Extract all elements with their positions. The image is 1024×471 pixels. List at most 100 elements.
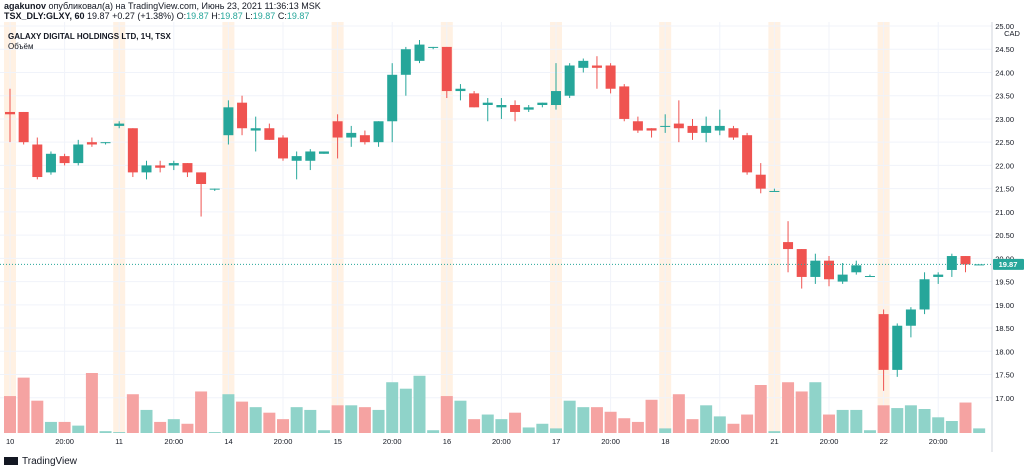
volume-bar bbox=[195, 391, 208, 433]
volume-bar bbox=[768, 431, 781, 433]
candle-body bbox=[18, 111, 29, 143]
symbol-name[interactable]: TSX_DLY:GLXY, 60 bbox=[4, 11, 85, 21]
candle-body bbox=[168, 163, 179, 166]
price-tick-label: 19.50 bbox=[995, 278, 1014, 287]
candle-body bbox=[824, 260, 834, 280]
candle-body bbox=[100, 142, 111, 144]
candle-body bbox=[141, 165, 152, 173]
volume-bar bbox=[536, 423, 549, 433]
volume-bar bbox=[427, 430, 440, 433]
symbol-line: TSX_DLY:GLXY, 60 19.87 +0.27 (+1.38%) O:… bbox=[4, 11, 309, 21]
volume-bar bbox=[850, 409, 863, 433]
candle-body bbox=[810, 260, 821, 277]
volume-bar bbox=[44, 421, 57, 433]
candle-body bbox=[359, 135, 370, 143]
price-axis[interactable] bbox=[992, 22, 1024, 452]
candle-body bbox=[114, 123, 125, 126]
volume-bar bbox=[973, 428, 986, 433]
candle-body bbox=[332, 121, 343, 138]
price-tick-label: 23.50 bbox=[995, 92, 1014, 101]
candle-body bbox=[59, 156, 70, 164]
last-price-badge: 19.87 bbox=[993, 258, 1024, 270]
open-label: O: bbox=[176, 11, 187, 21]
candle-body bbox=[742, 135, 753, 173]
candle-body bbox=[373, 121, 384, 143]
volume-bar bbox=[413, 375, 426, 433]
candle-body bbox=[482, 102, 493, 105]
publisher-line: agakunov опубликовал(а) на TradingView.c… bbox=[4, 1, 321, 11]
time-tick-label: 20:00 bbox=[274, 437, 293, 446]
volume-bar bbox=[85, 373, 98, 433]
candle-body bbox=[346, 132, 357, 138]
volume-bar bbox=[345, 405, 358, 433]
chart-title: GALAXY DIGITAL HOLDINGS LTD, 1Ч, TSX bbox=[8, 32, 171, 41]
candle-body bbox=[701, 125, 712, 133]
volume-bar bbox=[918, 409, 931, 433]
volume-bar bbox=[823, 414, 835, 433]
open-value: 19.87 bbox=[186, 11, 209, 21]
candle-body bbox=[32, 144, 43, 178]
time-tick-label: 15 bbox=[334, 437, 342, 446]
volume-bar bbox=[836, 409, 849, 433]
volume-bar bbox=[659, 428, 672, 433]
volume-bar bbox=[795, 391, 808, 433]
candle-body bbox=[428, 46, 439, 48]
price-chart[interactable]: 17.00 17.50 18.00 18.50 19.00 19.50 20.00 20.50… bbox=[0, 22, 1024, 452]
volume-bar bbox=[754, 385, 767, 433]
candle-body bbox=[510, 105, 521, 112]
price-tick-label: 18.00 bbox=[995, 347, 1014, 356]
volume-bar bbox=[631, 421, 644, 433]
time-tick-label: 14 bbox=[224, 437, 232, 446]
high-label: H: bbox=[211, 11, 221, 21]
change-text: +0.27 (+1.38%) bbox=[112, 11, 175, 21]
publisher-user[interactable]: agakunov bbox=[4, 1, 47, 11]
volume-bar bbox=[727, 423, 740, 433]
candle-body bbox=[305, 151, 316, 161]
volume-bar bbox=[236, 401, 249, 433]
candle-body bbox=[469, 93, 480, 108]
chart-header: agakunov опубликовал(а) на TradingView.c… bbox=[0, 0, 1024, 22]
currency-label: CAD bbox=[1004, 29, 1020, 38]
volume-bar bbox=[399, 388, 412, 433]
volume-bar bbox=[686, 419, 699, 433]
volume-bar bbox=[945, 421, 958, 433]
volume-bar bbox=[304, 409, 317, 433]
candle-body bbox=[86, 142, 97, 145]
candle-body bbox=[673, 123, 684, 129]
candle-body bbox=[796, 249, 807, 277]
volume-bar bbox=[481, 414, 494, 433]
volume-bar bbox=[645, 399, 658, 433]
volume-bar bbox=[604, 411, 617, 433]
volume-bar bbox=[495, 419, 508, 433]
high-value: 19.87 bbox=[220, 11, 243, 21]
candle-body bbox=[455, 88, 466, 92]
price-tick-label: 17.00 bbox=[995, 394, 1014, 403]
volume-bar bbox=[590, 407, 603, 433]
candle-body bbox=[278, 137, 288, 159]
time-tick-label: 20:00 bbox=[164, 437, 183, 446]
volume-bar bbox=[126, 394, 139, 433]
volume-bar bbox=[782, 382, 795, 433]
time-tick-label: 17 bbox=[552, 437, 560, 446]
candle-body bbox=[264, 128, 275, 140]
time-tick-label: 20:00 bbox=[710, 437, 729, 446]
volume-bar bbox=[468, 419, 481, 433]
time-tick-label: 11 bbox=[115, 437, 123, 446]
price-tick-label: 18.50 bbox=[995, 324, 1014, 333]
candle-body bbox=[878, 314, 889, 370]
price-tick-label: 24.50 bbox=[995, 45, 1014, 54]
candle-body bbox=[728, 128, 739, 138]
time-tick-label: 22 bbox=[880, 437, 888, 446]
volume-label: Объём bbox=[8, 42, 34, 51]
volume-bar bbox=[154, 421, 167, 433]
candle-body bbox=[400, 49, 411, 75]
candle-body bbox=[496, 105, 507, 108]
volume-bar bbox=[167, 419, 180, 433]
time-tick-label: 20:00 bbox=[929, 437, 948, 446]
volume-bar bbox=[877, 405, 890, 433]
tradingview-logo[interactable]: TradingView bbox=[4, 456, 77, 467]
volume-bar bbox=[181, 423, 194, 433]
candle-body bbox=[646, 128, 657, 131]
volume-bar bbox=[386, 382, 399, 433]
volume-bar bbox=[72, 425, 85, 433]
